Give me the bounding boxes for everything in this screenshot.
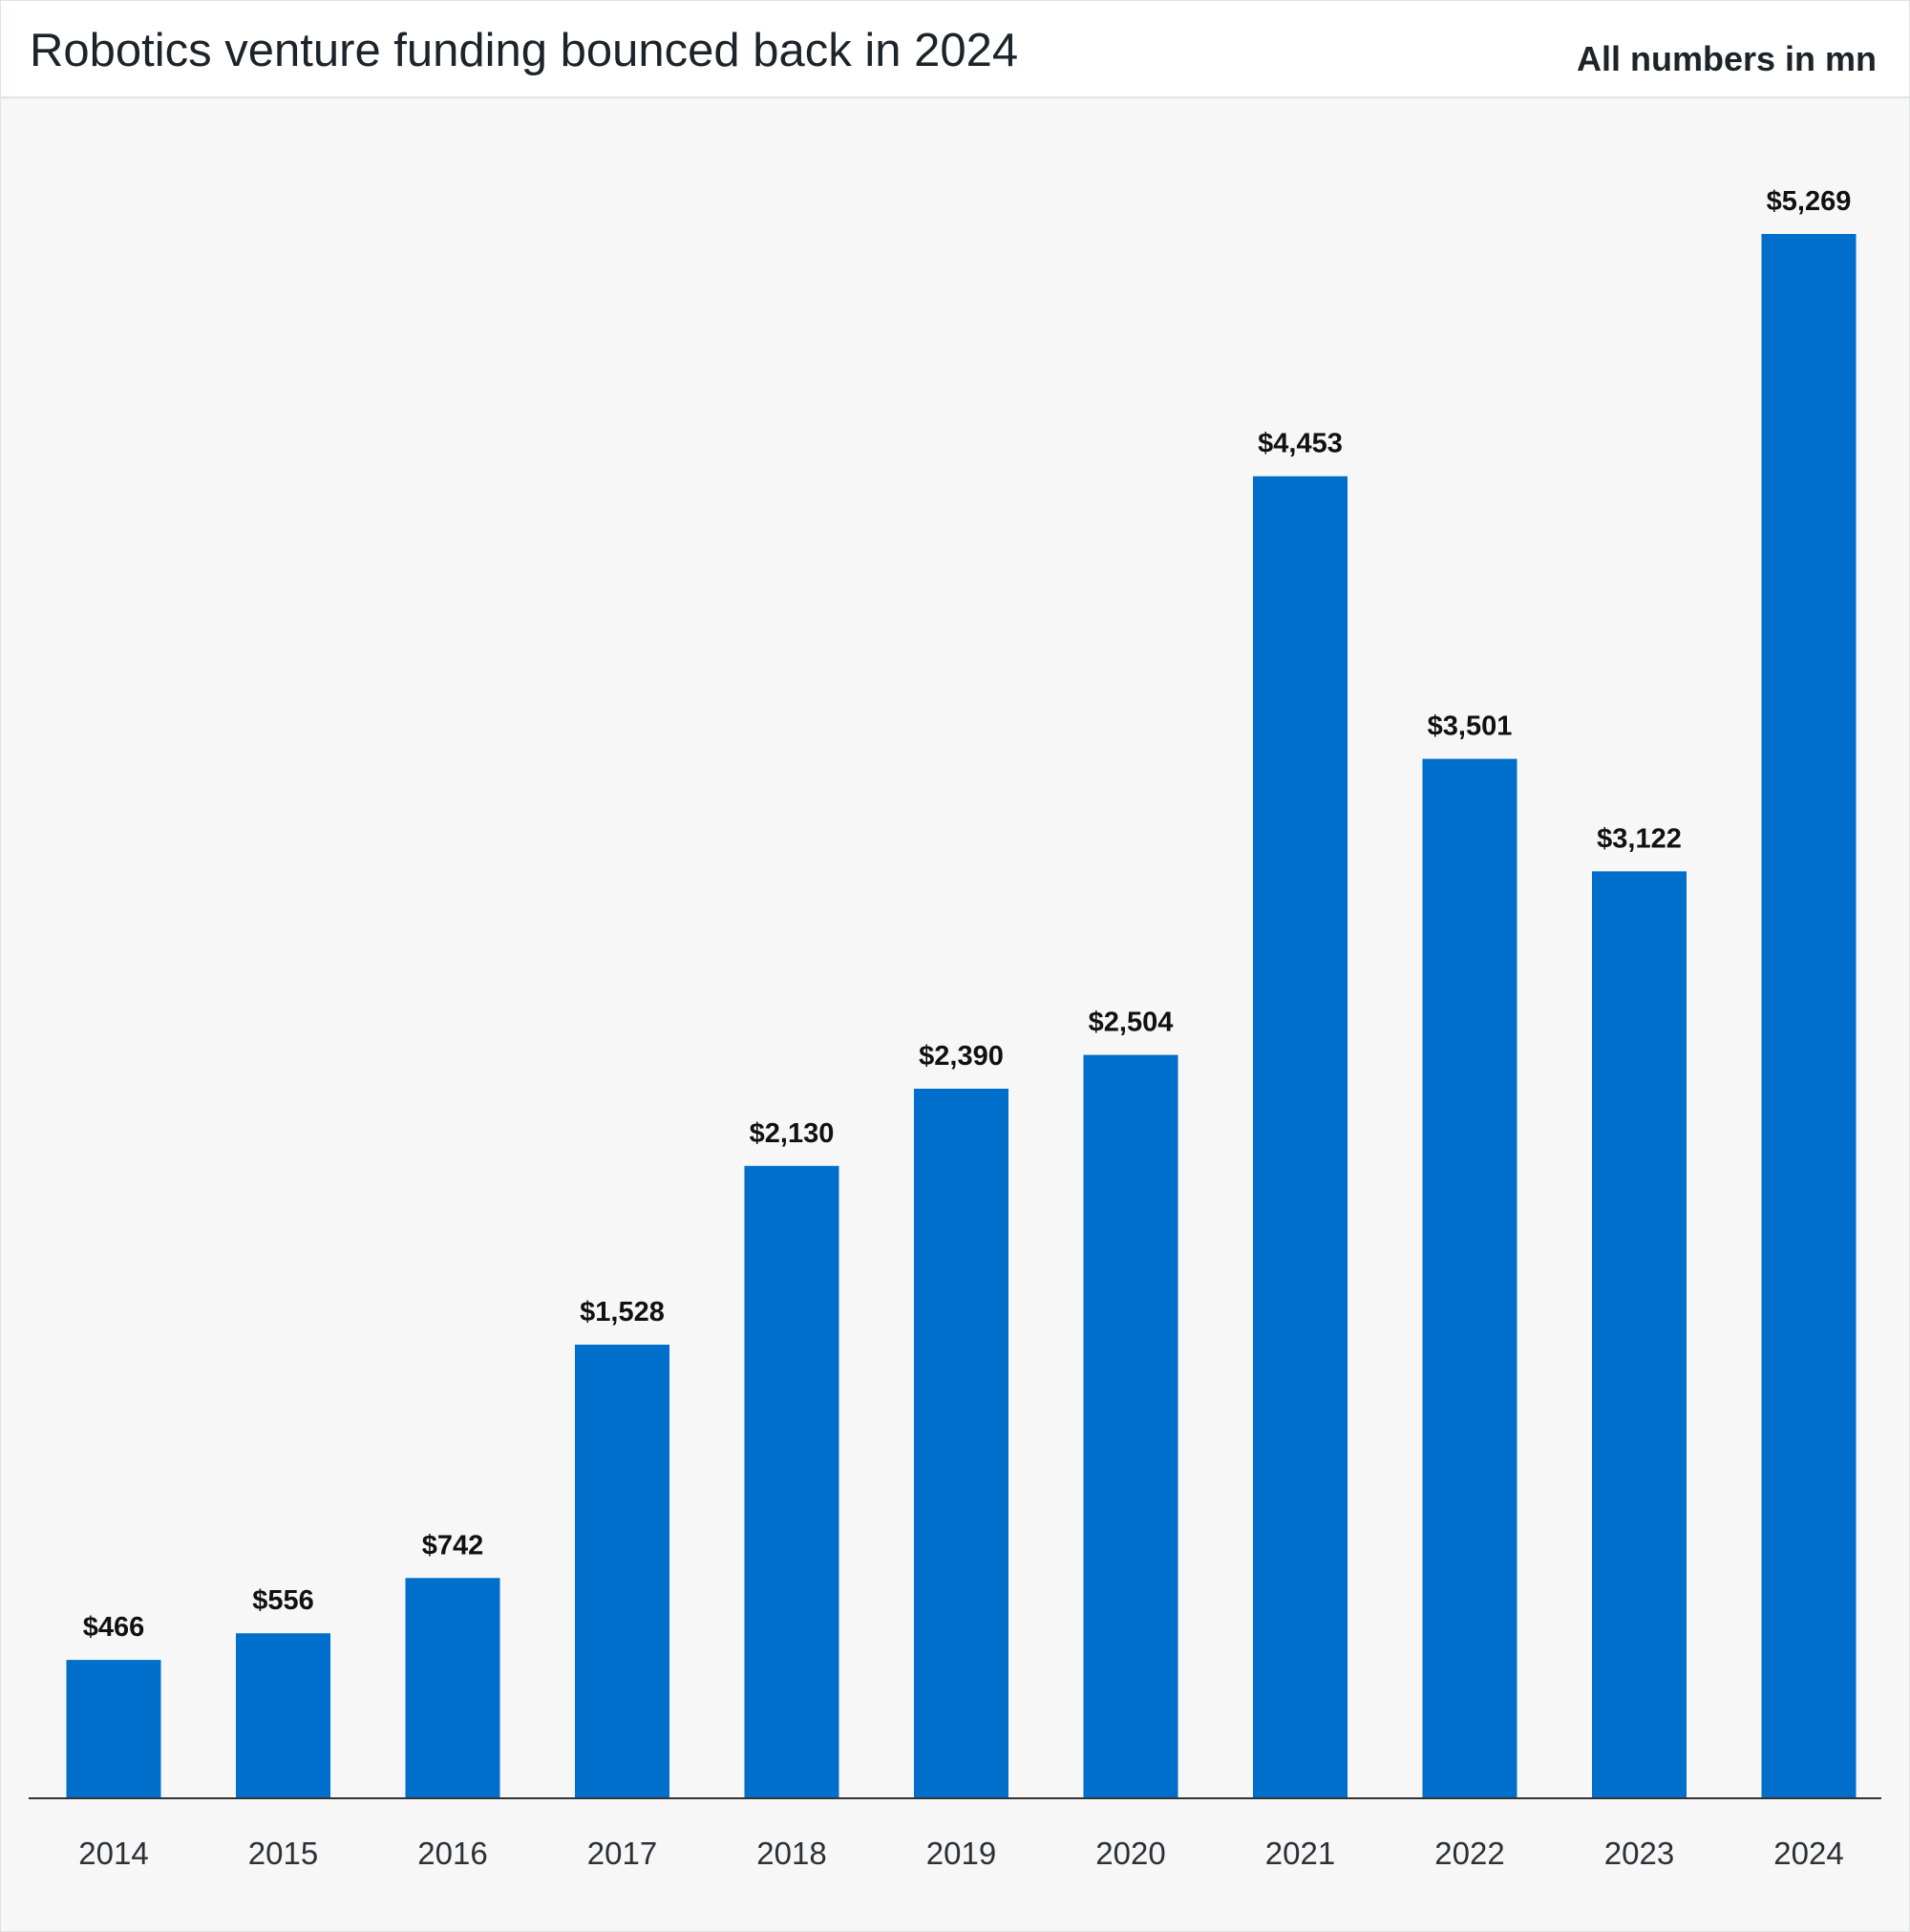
value-label-2015: $556	[252, 1585, 314, 1616]
value-label-2022: $3,501	[1428, 711, 1513, 742]
value-labels-group: $466 $556 $742 $1,528 $2,130 $2,390 $2,504 $4,4…	[83, 186, 1852, 1643]
chart-title: Robotics venture funding bounced back in…	[30, 25, 1019, 76]
x-tick-label-2017: 2017	[587, 1836, 657, 1871]
units-note: All numbers in mn	[1576, 39, 1877, 78]
bar-2024	[1761, 234, 1857, 1798]
value-label-2021: $4,453	[1258, 429, 1343, 459]
value-label-2024: $5,269	[1767, 186, 1852, 217]
bar-2023	[1592, 871, 1687, 1798]
chart-header: Robotics venture funding bounced back in…	[1, 1, 1909, 98]
bar-2019	[914, 1089, 1008, 1798]
x-tick-label-2015: 2015	[248, 1836, 318, 1871]
x-tick-label-2014: 2014	[78, 1836, 148, 1871]
x-tick-label-2022: 2022	[1434, 1836, 1504, 1871]
bar-2018	[744, 1165, 839, 1798]
bars-group	[66, 234, 1857, 1799]
value-label-2020: $2,504	[1089, 1008, 1174, 1038]
bar-2015	[236, 1633, 330, 1798]
bar-2014	[66, 1660, 161, 1798]
bar-2020	[1083, 1054, 1178, 1798]
x-tick-label-2016: 2016	[417, 1836, 487, 1871]
x-tick-labels-group: 2014 2015 2016 2017 2018 2019 2020 2021 2022 2023…	[78, 1836, 1843, 1871]
x-tick-label-2021: 2021	[1265, 1836, 1335, 1871]
bar-2016	[405, 1578, 500, 1798]
x-tick-label-2019: 2019	[926, 1836, 996, 1871]
value-label-2014: $466	[83, 1612, 145, 1643]
value-label-2017: $1,528	[580, 1297, 665, 1327]
x-tick-label-2024: 2024	[1773, 1836, 1843, 1871]
bar-2022	[1422, 758, 1517, 1798]
bar-2017	[575, 1345, 669, 1798]
bar-2021	[1253, 476, 1348, 1799]
x-tick-label-2023: 2023	[1604, 1836, 1674, 1871]
value-label-2019: $2,390	[919, 1041, 1004, 1072]
x-tick-label-2020: 2020	[1095, 1836, 1165, 1871]
value-label-2023: $3,122	[1597, 823, 1682, 854]
value-label-2018: $2,130	[750, 1118, 835, 1149]
x-tick-label-2018: 2018	[756, 1836, 826, 1871]
value-label-2016: $742	[422, 1530, 484, 1560]
